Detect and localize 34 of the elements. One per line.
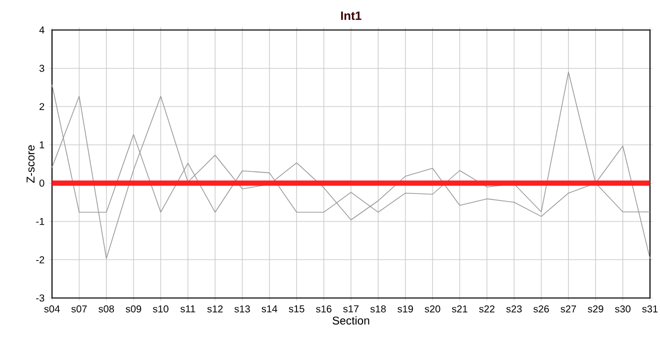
x-tick-label: s04 xyxy=(44,305,60,312)
x-tick-label: s13 xyxy=(234,305,250,312)
x-tick-label: s12 xyxy=(207,305,223,312)
x-tick-label: s17 xyxy=(343,305,359,312)
x-tick-label: s15 xyxy=(288,305,304,312)
y-tick-label: 2 xyxy=(40,103,44,110)
x-tick-label: s18 xyxy=(370,305,386,312)
x-tick-label: s30 xyxy=(615,305,630,312)
x-tick-label: s09 xyxy=(126,305,142,312)
y-tick-label: 0 xyxy=(39,180,44,187)
x-tick-label: s11 xyxy=(180,305,196,312)
y-tick-label: -2 xyxy=(36,256,44,264)
x-tick-label: s07 xyxy=(71,305,87,312)
y-tick-label: 3 xyxy=(39,64,44,72)
x-tick-label: s21 xyxy=(452,305,468,312)
x-tick-label: s20 xyxy=(424,305,440,312)
y-tick-label: 4 xyxy=(39,26,44,34)
x-axis-title: Section xyxy=(332,316,370,325)
x-tick-label: s31 xyxy=(642,305,658,312)
x-tick-label: s14 xyxy=(262,305,278,312)
x-tick-label: s08 xyxy=(98,305,114,312)
x-tick-label: s10 xyxy=(152,305,168,312)
y-axis-title: Z-score xyxy=(26,145,35,183)
y-tick-label: 1 xyxy=(40,141,44,148)
y-tick-label: -1 xyxy=(36,218,44,225)
chart-title: Int1 xyxy=(341,12,362,20)
x-tick-label: s29 xyxy=(588,305,604,312)
x-tick-label: s22 xyxy=(479,305,494,312)
x-tick-label: s27 xyxy=(560,305,576,312)
x-tick-label: s26 xyxy=(533,305,549,312)
x-tick-label: s23 xyxy=(506,305,522,312)
x-tick-label: s19 xyxy=(398,305,413,312)
y-tick-label: -3 xyxy=(36,294,44,302)
x-tick-label: s16 xyxy=(316,305,332,312)
